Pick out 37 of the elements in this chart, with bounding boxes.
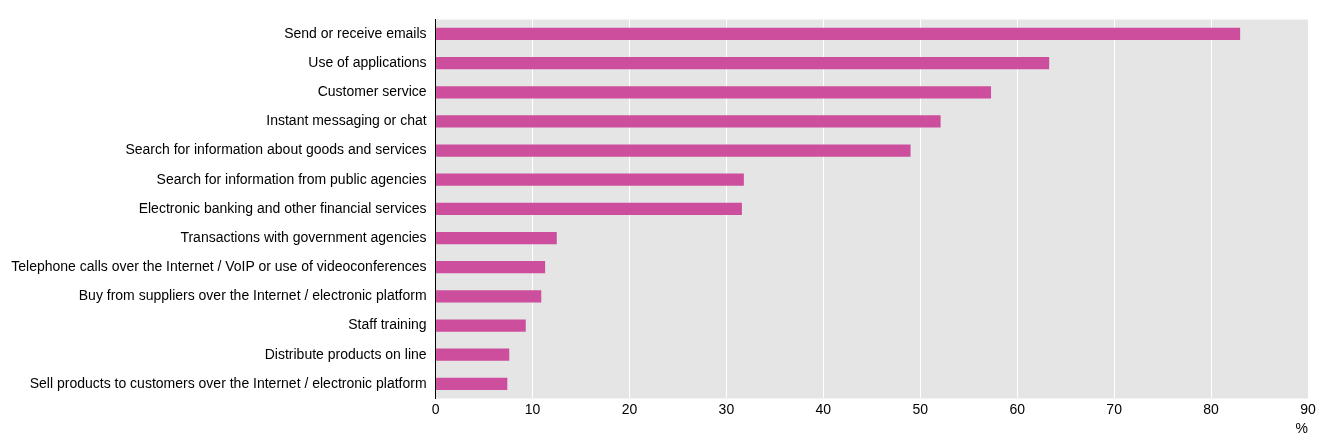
x-tick-label: 40 xyxy=(815,400,832,417)
x-tick-label: 10 xyxy=(524,400,541,417)
bar xyxy=(436,377,508,390)
y-tick-label: Staff training xyxy=(348,316,427,333)
x-tick-label: 20 xyxy=(621,400,638,417)
bar xyxy=(436,231,557,245)
x-tick-label: 80 xyxy=(1203,400,1220,417)
x-tick-label: 30 xyxy=(718,400,735,417)
x-tick-label: 70 xyxy=(1106,400,1123,417)
y-tick-label: Distribute products on line xyxy=(264,345,427,362)
y-tick-label: Transactions with government agencies xyxy=(180,228,427,245)
y-tick-label: Customer service xyxy=(317,83,427,100)
bar xyxy=(436,348,510,361)
x-tick-label: 0 xyxy=(431,400,440,417)
y-tick-label: Buy from suppliers over the Internet / electronic platform xyxy=(78,287,427,304)
bar xyxy=(436,319,526,332)
bar xyxy=(436,290,542,303)
bar xyxy=(436,115,941,128)
y-tick-label: Send or receive emails xyxy=(284,24,427,41)
bar xyxy=(436,261,546,274)
y-tick-label: Telephone calls over the Internet / VoIP or use of videoconferences xyxy=(11,258,427,275)
bar xyxy=(436,202,742,216)
x-tick-label: 60 xyxy=(1009,400,1026,417)
bar xyxy=(436,86,992,99)
y-tick-label: Sell products to customers over the Internet / electronic platform xyxy=(29,374,427,391)
x-tick-label: 90 xyxy=(1300,400,1316,417)
bar xyxy=(436,173,744,186)
y-tick-label: Search for information about goods and services xyxy=(125,141,427,158)
y-tick-label: Instant messaging or chat xyxy=(266,112,427,129)
x-tick-label: 50 xyxy=(912,400,929,417)
x-axis-title: % xyxy=(1295,420,1308,437)
bar xyxy=(436,144,911,157)
y-tick-label: Search for information from public agencies xyxy=(156,170,427,187)
bar xyxy=(436,27,1241,41)
y-tick-label: Use of applications xyxy=(308,53,427,70)
y-tick-label: Electronic banking and other financial services xyxy=(138,199,427,216)
bar xyxy=(436,57,1050,70)
